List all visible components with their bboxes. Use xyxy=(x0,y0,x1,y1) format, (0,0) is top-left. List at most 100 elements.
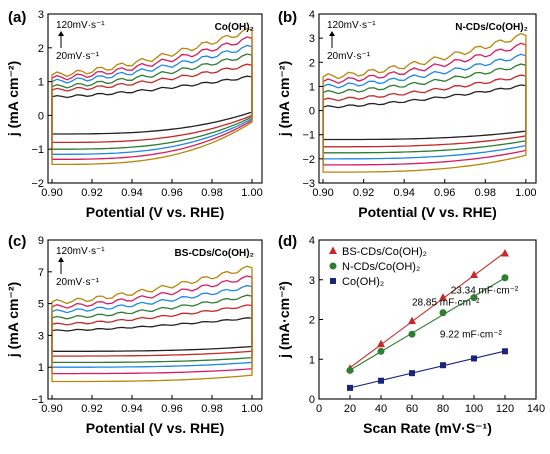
arrow-head-icon xyxy=(58,257,64,262)
scan-rate-max-label: 120mV·s⁻¹ xyxy=(56,246,105,257)
x-tick-label: 0.94 xyxy=(121,403,142,415)
y-tick-label: 3 xyxy=(38,330,44,342)
data-point-circle xyxy=(409,331,416,338)
x-tick-label: 0.98 xyxy=(475,187,496,199)
y-tick-label: 1 xyxy=(309,354,315,366)
x-tick-label: 0.98 xyxy=(201,187,222,199)
scan-rate-panel-d: 28.85 mF·cm⁻²23.34 mF·cm⁻² 9.22 mF·cm⁻² 0 2… xyxy=(276,233,545,436)
data-point-circle xyxy=(378,348,385,355)
y-tick-label: −1 xyxy=(31,144,44,156)
data-point-circle xyxy=(347,367,354,374)
x-axis-title: Potential (V vs. RHE) xyxy=(86,420,224,436)
x-tick-label: 1.00 xyxy=(241,403,262,415)
panel-label: (c) xyxy=(8,233,26,250)
y-tick-label: 2 xyxy=(38,43,44,55)
data-point-square xyxy=(330,278,336,284)
panel-label: (d) xyxy=(278,233,297,250)
y-tick-label: −2 xyxy=(302,154,315,166)
data-point-circle xyxy=(440,309,447,316)
y-axis-title: j (mA·cm⁻²) xyxy=(276,281,292,359)
y-tick-label: 3 xyxy=(309,33,315,45)
y-tick-label: 2 xyxy=(309,315,315,327)
y-tick-label: −2 xyxy=(31,178,44,190)
y-tick-label: 0 xyxy=(309,106,315,118)
y-tick-label: 2 xyxy=(309,57,315,69)
plot-frame xyxy=(48,14,262,183)
cv-panel-a: 0.90 0.92 0.94 0.96 0.98 1.00 −2 −1 0 1 2 3 Potentia… xyxy=(5,9,263,220)
sample-label: BS-CDs/Co(OH)₂ xyxy=(175,248,254,259)
panel-label: (b) xyxy=(278,9,297,26)
y-tick-label: 3 xyxy=(309,275,315,287)
x-tick-label: 120 xyxy=(496,403,514,415)
y-tick-label: 0 xyxy=(38,110,44,122)
slope-label: 23.34 mF·cm⁻² xyxy=(451,286,519,297)
y-axis-title: j (mA cm⁻²) xyxy=(5,282,21,358)
data-point-square xyxy=(347,385,353,391)
y-tick-label: 3 xyxy=(38,9,44,21)
y-axis-title: j (mA cm⁻²) xyxy=(276,61,292,137)
x-tick-label: 100 xyxy=(465,403,483,415)
x-tick-label: 40 xyxy=(375,403,387,415)
sample-label: N-CDs/Co(OH)₂ xyxy=(455,22,528,33)
cv-panel-b: 0.90 0.92 0.94 0.96 0.98 1.00 −3 −2 −1 0 1 2 3 4 Poten… xyxy=(276,9,537,220)
x-tick-label: 80 xyxy=(437,403,449,415)
data-point-square xyxy=(409,370,415,376)
scan-rate-min-label: 20mV·s⁻¹ xyxy=(56,277,100,288)
x-tick-label: 0.90 xyxy=(41,403,62,415)
data-point-circle xyxy=(330,263,337,270)
data-point-triangle xyxy=(377,340,385,348)
y-tick-label: −1 xyxy=(31,394,44,406)
sample-label: Co(OH)₂ xyxy=(215,22,254,33)
x-tick-label: 0.92 xyxy=(81,187,102,199)
scan-rate-min-label: 20mV·s⁻¹ xyxy=(327,51,371,62)
x-tick-label: 0.92 xyxy=(353,187,374,199)
y-tick-label: 0 xyxy=(309,394,315,406)
legend-label: N-CDs/Co(OH)₂ xyxy=(342,261,420,273)
legend-label: BS-CDs/Co(OH)₂ xyxy=(342,246,427,258)
y-tick-label: −3 xyxy=(302,178,315,190)
x-tick-label: 0.90 xyxy=(312,187,333,199)
x-tick-label: 0.96 xyxy=(434,187,455,199)
x-tick-label: 60 xyxy=(406,403,418,415)
data-point-square xyxy=(440,362,446,368)
data-point-square xyxy=(378,378,384,384)
x-tick-label: 0 xyxy=(316,403,322,415)
cv-curve-60mv xyxy=(52,295,252,362)
x-tick-label: 0.96 xyxy=(161,403,182,415)
x-tick-label: 0.94 xyxy=(121,187,142,199)
y-tick-label: 9 xyxy=(38,235,44,247)
cv-panel-c: 0.90 0.92 0.94 0.96 0.98 1.00−113579Potential… xyxy=(5,233,263,436)
y-tick-label: 1 xyxy=(309,81,315,93)
x-tick-label: 0.92 xyxy=(81,403,102,415)
data-point-triangle xyxy=(408,317,416,325)
y-tick-label: 1 xyxy=(38,77,44,89)
scan-rate-max-label: 120mV·s⁻¹ xyxy=(56,20,105,31)
x-tick-label: 1.00 xyxy=(515,187,536,199)
legend-label: Co(OH)₂ xyxy=(342,276,384,288)
x-axis-title: Potential (V vs. RHE) xyxy=(86,204,224,220)
x-tick-label: 1.00 xyxy=(241,187,262,199)
x-tick-label: 0.94 xyxy=(393,187,414,199)
y-tick-label: 7 xyxy=(38,267,44,279)
data-point-triangle xyxy=(501,249,509,257)
y-tick-label: −1 xyxy=(302,130,315,142)
arrow-head-icon xyxy=(58,31,64,36)
x-tick-label: 0.90 xyxy=(41,187,62,199)
data-point-square xyxy=(502,348,508,354)
data-point-triangle xyxy=(329,247,337,255)
cv-curve-40mv xyxy=(323,75,526,147)
y-tick-label: 4 xyxy=(309,9,315,21)
arrow-head-icon xyxy=(329,31,335,36)
y-tick-label: 4 xyxy=(309,235,315,247)
y-tick-label: 5 xyxy=(38,299,44,311)
scan-rate-max-label: 120mV·s⁻¹ xyxy=(327,20,376,31)
x-tick-label: 0.96 xyxy=(161,187,182,199)
x-axis-title: Scan Rate (mV·S⁻¹) xyxy=(363,420,492,436)
panel-label: (a) xyxy=(8,9,26,26)
data-point-circle xyxy=(502,274,509,281)
x-tick-label: 20 xyxy=(344,403,356,415)
y-tick-label: 1 xyxy=(38,362,44,374)
x-axis-title: Potential (V vs. RHE) xyxy=(358,204,496,220)
scan-rate-min-label: 20mV·s⁻¹ xyxy=(56,51,100,62)
